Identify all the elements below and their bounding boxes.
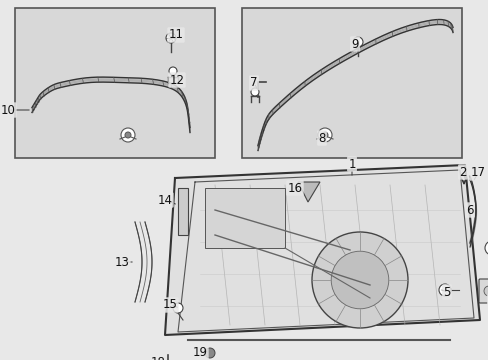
Text: 5: 5 — [443, 285, 450, 298]
Text: 17: 17 — [469, 166, 485, 180]
FancyBboxPatch shape — [15, 8, 215, 158]
Text: 13: 13 — [114, 256, 129, 269]
Text: 8: 8 — [318, 131, 325, 144]
Text: 9: 9 — [350, 37, 358, 50]
Text: 14: 14 — [157, 194, 172, 207]
Circle shape — [321, 132, 327, 138]
Text: 4: 4 — [487, 296, 488, 309]
Text: 18: 18 — [150, 356, 165, 360]
Polygon shape — [178, 188, 187, 235]
Circle shape — [352, 37, 362, 47]
Text: 12: 12 — [169, 73, 184, 86]
Circle shape — [250, 88, 259, 96]
Circle shape — [483, 286, 488, 296]
Circle shape — [438, 284, 450, 296]
Polygon shape — [164, 165, 479, 335]
Circle shape — [330, 251, 388, 309]
Text: 7: 7 — [250, 77, 257, 90]
Circle shape — [173, 303, 183, 313]
Circle shape — [169, 67, 177, 75]
Circle shape — [484, 241, 488, 255]
Circle shape — [165, 33, 176, 43]
FancyBboxPatch shape — [204, 188, 285, 248]
Text: 2: 2 — [458, 166, 466, 179]
FancyBboxPatch shape — [478, 279, 488, 303]
Text: 16: 16 — [287, 181, 302, 194]
Text: 10: 10 — [0, 104, 16, 117]
Circle shape — [311, 232, 407, 328]
Polygon shape — [297, 182, 319, 202]
Circle shape — [121, 128, 135, 142]
Circle shape — [204, 348, 215, 358]
Text: 11: 11 — [168, 28, 183, 41]
Circle shape — [125, 132, 131, 138]
Text: 19: 19 — [192, 346, 207, 359]
Circle shape — [317, 128, 331, 142]
Text: 15: 15 — [162, 298, 177, 311]
Text: 6: 6 — [465, 203, 473, 216]
Text: 1: 1 — [347, 158, 355, 171]
FancyBboxPatch shape — [242, 8, 461, 158]
